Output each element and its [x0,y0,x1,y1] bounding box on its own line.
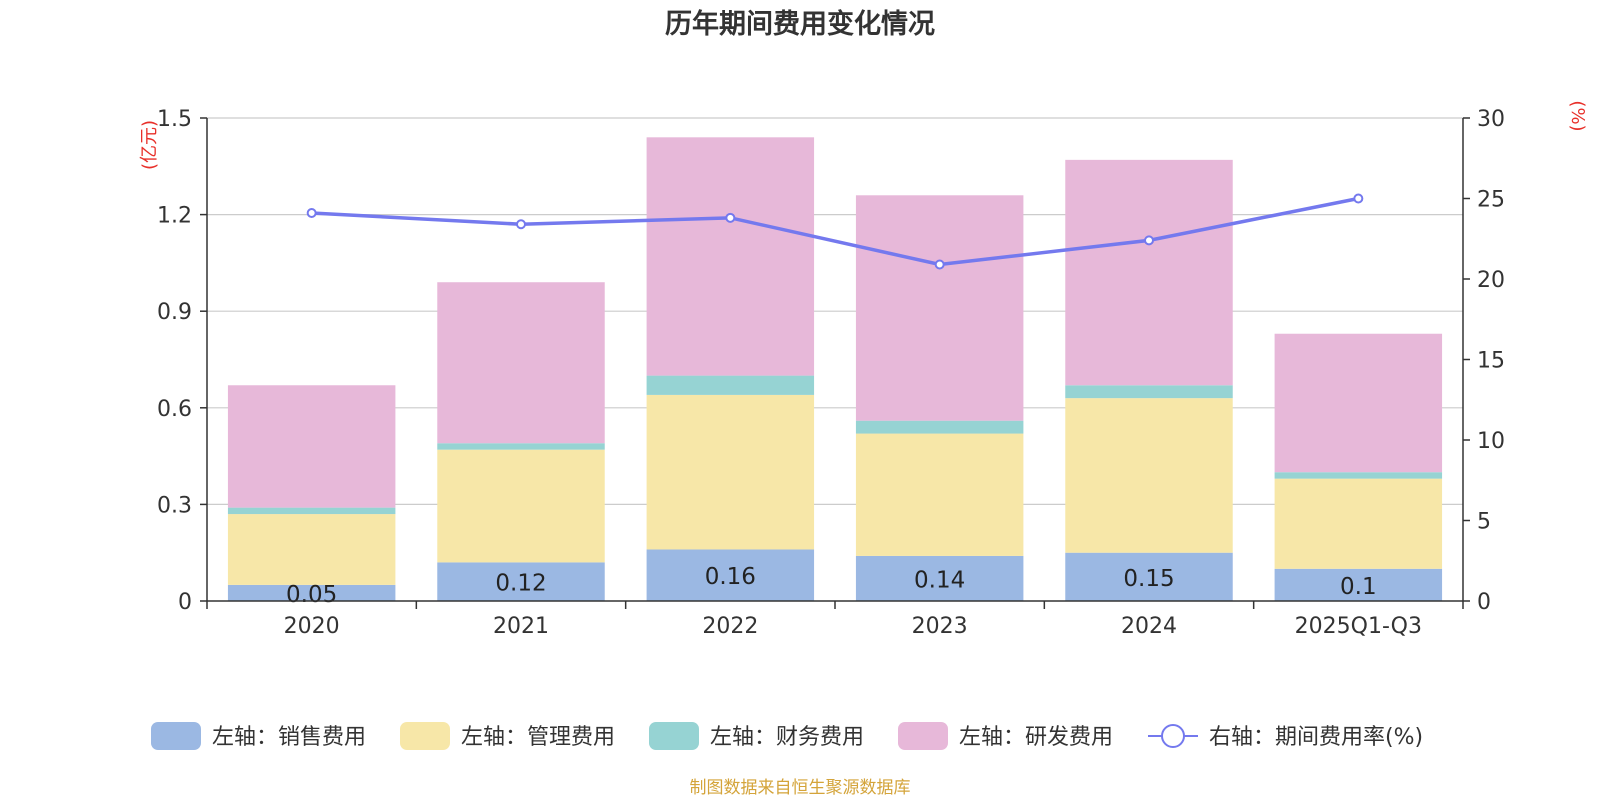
bar-segment [437,562,605,601]
legend-label[interactable]: 左轴：销售费用 [212,725,366,750]
right-tick-label: 0 [1477,590,1491,615]
bar-data-label: 0.12 [495,571,546,597]
line-point [725,212,736,223]
bar-segment [646,549,815,601]
bar-segment [227,514,396,585]
line-point [1353,193,1364,204]
bar-segment [855,420,1024,434]
bar-segment [855,555,1024,601]
line-point [1144,235,1154,246]
bar-segment [1065,385,1233,399]
line-point [306,207,317,218]
x-tick-label: 2025Q1-Q3 [1295,614,1422,639]
legend-swatch[interactable] [400,722,450,750]
bar-segment [646,137,815,376]
left-tick-label: 0.9 [157,300,192,325]
x-tick-label: 2024 [1121,614,1177,639]
right-axis-unit: (%) [1567,100,1588,131]
bar-data-label: 0.14 [914,567,965,593]
bar-segment [437,443,605,450]
legend-swatch[interactable] [898,722,948,750]
x-tick-label: 2023 [912,614,968,639]
bar-segment [1274,568,1443,601]
left-tick-label: 0.3 [157,493,192,518]
bar-data-label: 0.1 [1340,574,1377,600]
line-point [934,259,945,270]
bar-segment [1065,159,1233,386]
expense-rate-line [311,196,1359,267]
bar-segment [227,385,396,508]
bar-segment [646,375,815,395]
bar-segment [1274,478,1443,569]
bar-segment [1274,472,1443,479]
legend-label[interactable]: 左轴：财务费用 [710,725,864,750]
bar-segment [1065,552,1233,601]
x-tick-label: 2020 [284,614,340,639]
bar-data-label: 0.15 [1123,566,1174,592]
bar-segment [1274,333,1443,473]
legend-marker[interactable] [1161,724,1185,748]
bar-segment [437,282,605,444]
bar-segment [646,394,815,550]
bar-segment [227,584,396,601]
right-tick-label: 25 [1477,188,1505,213]
x-tick-label: 2021 [493,614,549,639]
bar-data-label: 0.05 [286,582,337,608]
line-point [516,219,526,230]
right-tick-label: 30 [1477,107,1505,132]
legend-label[interactable]: 右轴：期间费用率(%) [1209,725,1423,750]
legend-label[interactable]: 左轴：管理费用 [461,725,615,750]
right-tick-label: 10 [1477,429,1505,454]
right-tick-label: 20 [1477,268,1505,293]
bar-segment [855,195,1024,421]
source-note: 制图数据来自恒生聚源数据库 [690,778,911,798]
chart-title: 历年期间费用变化情况 [665,8,935,40]
bar-data-label: 0.16 [705,564,756,590]
bar-segment [855,433,1024,556]
bar-segment [227,507,396,515]
legend-swatch[interactable] [151,722,201,750]
bar-segment [437,449,605,563]
x-tick-label: 2022 [702,614,758,639]
legend-swatch[interactable] [649,722,699,750]
right-tick-label: 15 [1477,349,1505,374]
legend-label[interactable]: 左轴：研发费用 [959,725,1113,750]
left-tick-label: 1.2 [157,204,192,229]
left-tick-label: 1.5 [157,107,192,132]
left-axis-unit: (亿元) [139,120,160,170]
right-tick-label: 5 [1477,510,1491,535]
left-tick-label: 0.6 [157,397,192,422]
bar-segment [1065,398,1233,553]
left-tick-label: 0 [178,590,192,615]
